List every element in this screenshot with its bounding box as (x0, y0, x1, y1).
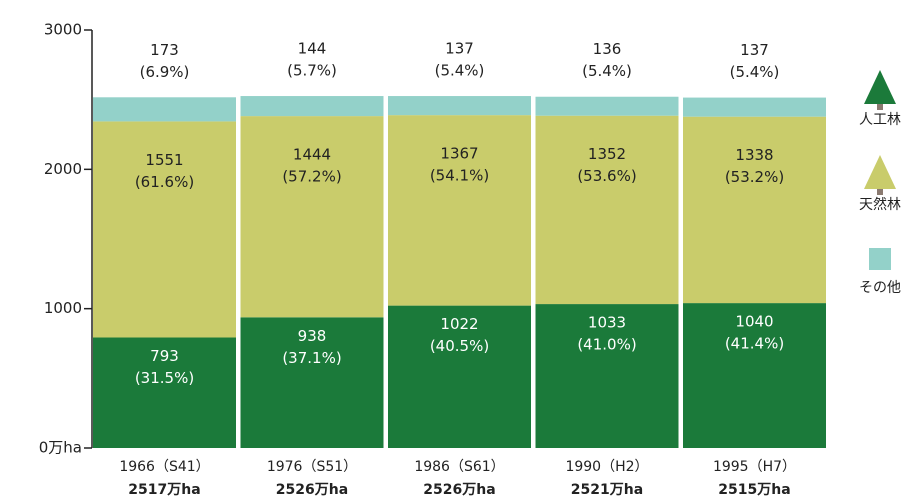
x-sublabel: 2521万ha (571, 482, 643, 498)
y-tick-label: 2000 (44, 160, 82, 178)
value-label: 173 (150, 41, 179, 59)
x-sublabel: 2526万ha (276, 482, 348, 498)
legend-label: 天然林 (859, 196, 901, 213)
x-sublabel: 2526万ha (423, 482, 495, 498)
share-label: (61.6%) (135, 173, 194, 191)
legend-icon (864, 155, 896, 189)
value-label: 137 (740, 41, 769, 59)
value-label: 1033 (588, 314, 626, 332)
share-label: (57.2%) (282, 168, 341, 186)
share-label: (5.4%) (730, 63, 780, 81)
legend-label: その他 (859, 280, 901, 296)
share-label: (6.9%) (140, 63, 190, 81)
share-label: (5.4%) (582, 62, 632, 80)
share-label: (53.2%) (725, 168, 784, 186)
share-label: (5.4%) (435, 62, 485, 80)
bar-segment (683, 97, 826, 117)
value-label: 1338 (735, 146, 773, 164)
share-label: (41.4%) (725, 335, 784, 353)
x-tick-label: 1990（H2） (565, 459, 648, 475)
legend-icon-trunk (877, 104, 883, 110)
x-tick-label: 1976（S51） (267, 459, 357, 475)
bar-segment (240, 317, 384, 448)
legend-icon (864, 70, 896, 104)
bar-segment (535, 304, 679, 448)
bar-segment (388, 115, 531, 306)
bar-segment (93, 337, 236, 448)
y-tick-label: 1000 (44, 299, 82, 317)
value-label: 1367 (440, 145, 478, 163)
value-label: 1022 (440, 315, 478, 333)
bar-segment (240, 116, 384, 318)
value-label: 1551 (145, 151, 183, 169)
value-label: 1444 (293, 146, 331, 164)
bar-segment (388, 305, 531, 448)
bar-segment (535, 115, 679, 305)
bar-segment (93, 97, 236, 122)
legend-icon (869, 248, 891, 270)
bar-segment (683, 303, 826, 448)
bar-segment (683, 116, 826, 304)
x-tick-label: 1995（H7） (713, 459, 796, 475)
bar-segment (535, 96, 679, 116)
y-tick-label: 0万ha (39, 439, 82, 457)
value-label: 144 (298, 40, 327, 58)
value-label: 136 (593, 40, 622, 58)
x-tick-label: 1986（S61） (414, 459, 504, 475)
value-label: 1352 (588, 145, 626, 163)
share-label: (31.5%) (135, 369, 194, 387)
bar-segment (93, 121, 236, 338)
legend-icon-trunk (877, 189, 883, 195)
share-label: (37.1%) (282, 349, 341, 367)
value-label: 1040 (735, 313, 773, 331)
bar-segment (388, 96, 531, 116)
y-tick-label: 3000 (44, 21, 82, 39)
value-label: 938 (298, 327, 327, 345)
value-label: 793 (150, 347, 179, 365)
value-label: 137 (445, 40, 474, 58)
legend-label: 人工林 (859, 112, 901, 128)
share-label: (54.1%) (430, 167, 489, 185)
x-sublabel: 2515万ha (718, 482, 790, 498)
x-sublabel: 2517万ha (128, 482, 200, 498)
share-label: (40.5%) (430, 337, 489, 355)
bar-segment (240, 96, 384, 117)
x-tick-label: 1966（S41） (119, 459, 209, 475)
share-label: (53.6%) (577, 167, 636, 185)
share-label: (41.0%) (577, 336, 636, 354)
share-label: (5.7%) (287, 62, 337, 80)
